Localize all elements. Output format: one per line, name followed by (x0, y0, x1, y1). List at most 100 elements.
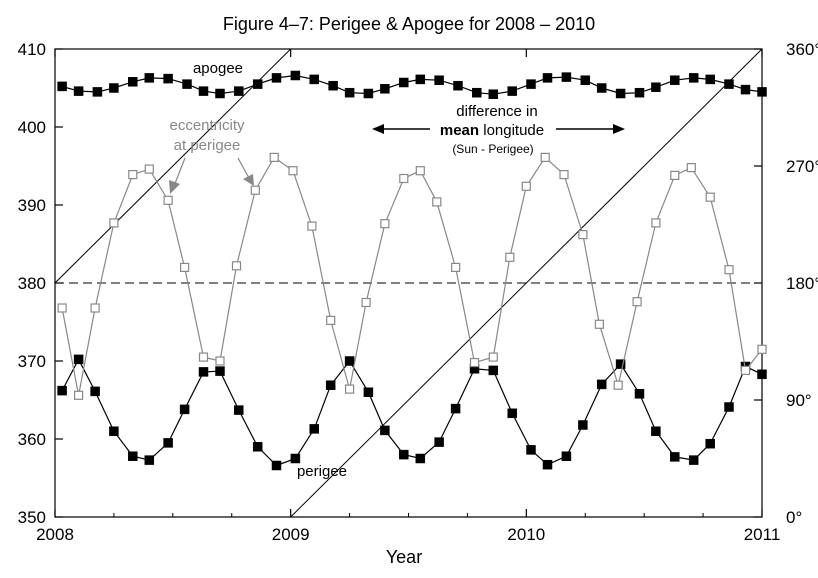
data-point (434, 75, 444, 85)
perigee-label: perigee (297, 463, 347, 480)
y-tick-label: 350 (18, 508, 46, 527)
data-point (325, 380, 336, 390)
data-point (163, 195, 173, 205)
data-point (250, 185, 260, 195)
data-point (380, 219, 390, 229)
data-point (651, 218, 661, 228)
data-point (540, 152, 550, 162)
y2-tick-label: 90° (786, 391, 812, 410)
data-point (615, 359, 626, 369)
data-point (472, 87, 482, 98)
data-point (344, 356, 355, 366)
data-point (307, 221, 317, 231)
data-point (179, 404, 190, 415)
data-point (757, 344, 767, 354)
series-layer (57, 70, 767, 471)
data-point (198, 86, 209, 96)
data-point (434, 437, 444, 447)
data-point (724, 402, 734, 412)
x-tick-label: 2011 (744, 525, 781, 544)
y-tick-label: 400 (18, 118, 46, 137)
data-point (705, 74, 715, 85)
data-point (688, 455, 699, 465)
data-point (651, 82, 661, 92)
data-point (740, 84, 751, 95)
data-point (507, 408, 517, 419)
data-point (688, 73, 699, 83)
eccentricity-label-line1: eccentricity (169, 117, 245, 134)
data-point (686, 163, 696, 173)
data-point (269, 152, 279, 162)
data-point (596, 83, 607, 93)
y2-tick-label: 180° (786, 274, 818, 293)
y2-tick-label: 360° (786, 40, 818, 59)
data-point (128, 77, 138, 87)
data-point (740, 365, 751, 375)
x-axis-label: Year (386, 547, 422, 567)
mean-longitude-difference-line (290, 49, 762, 517)
data-point (363, 88, 374, 99)
data-point (57, 81, 67, 92)
data-point (578, 230, 588, 240)
series-line (61, 358, 763, 467)
data-point (415, 453, 426, 464)
data-point (526, 79, 536, 89)
x-tick-label: 2010 (507, 525, 545, 544)
difference-label-bold: mean (440, 122, 479, 139)
data-point (252, 442, 263, 452)
data-point (109, 426, 119, 436)
data-point (215, 356, 225, 366)
x-tick-label: 2008 (36, 525, 74, 544)
data-point (561, 72, 572, 82)
data-point (453, 80, 463, 91)
data-point (380, 84, 390, 94)
data-point (559, 170, 569, 180)
data-point (309, 424, 319, 434)
data-point (73, 354, 84, 365)
data-point (290, 70, 301, 81)
x-tick-label: 2009 (272, 525, 310, 544)
y-tick-label: 410 (18, 40, 46, 59)
data-point (634, 87, 645, 98)
data-point (380, 425, 390, 436)
data-point (451, 262, 461, 272)
data-point (415, 74, 426, 85)
eccentricity-arrowhead-left (169, 180, 180, 194)
y2-tick-label: 270° (786, 157, 818, 176)
data-point (634, 389, 645, 399)
data-point (57, 303, 67, 313)
data-point (526, 445, 536, 455)
data-point (670, 75, 680, 85)
chart-title: Figure 4–7: Perigee & Apogee for 2008 – … (223, 14, 595, 34)
difference-arrowhead-left (372, 124, 384, 134)
difference-label-line1: difference in (456, 103, 537, 120)
data-point (399, 173, 409, 184)
data-point (128, 170, 138, 180)
data-point (90, 386, 100, 397)
data-point (215, 88, 225, 99)
data-point (182, 79, 192, 89)
series-line (61, 156, 763, 396)
series-perigee (57, 354, 767, 471)
data-point (578, 420, 588, 430)
data-point (109, 83, 119, 93)
data-point (399, 77, 409, 88)
data-point (632, 297, 642, 307)
data-point (90, 303, 100, 313)
difference-label-line3: (Sun - Perigee) (452, 142, 533, 156)
data-point (505, 252, 515, 262)
data-point (271, 73, 282, 83)
data-point (670, 170, 680, 180)
data-point (724, 265, 734, 275)
data-point (345, 384, 355, 394)
data-point (234, 405, 244, 415)
data-point (234, 86, 244, 96)
data-point (488, 352, 498, 362)
data-point (651, 426, 661, 436)
y2-tick-label: 0° (786, 508, 802, 527)
difference-arrowhead-right (613, 124, 625, 134)
data-point (144, 455, 155, 465)
data-point (363, 387, 374, 397)
data-point (399, 449, 409, 460)
data-point (521, 181, 531, 191)
